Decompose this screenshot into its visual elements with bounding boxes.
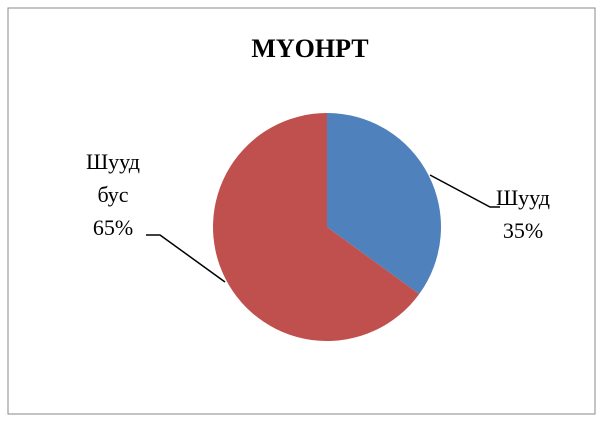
pie-slice — [212, 113, 420, 341]
label-value: 65% — [92, 215, 134, 240]
pie-slice — [327, 113, 441, 295]
leader-line — [146, 234, 226, 283]
data-label: Шууд 35% — [487, 181, 559, 247]
label-category: Шууд бус — [85, 149, 140, 207]
label-value: 35% — [502, 218, 544, 243]
pie — [212, 113, 441, 341]
data-label: Шууд бус 65% — [77, 145, 149, 244]
label-category: Шууд — [495, 185, 550, 210]
chart-title: МҮОНРТ — [251, 34, 368, 63]
leader-line — [429, 174, 500, 208]
